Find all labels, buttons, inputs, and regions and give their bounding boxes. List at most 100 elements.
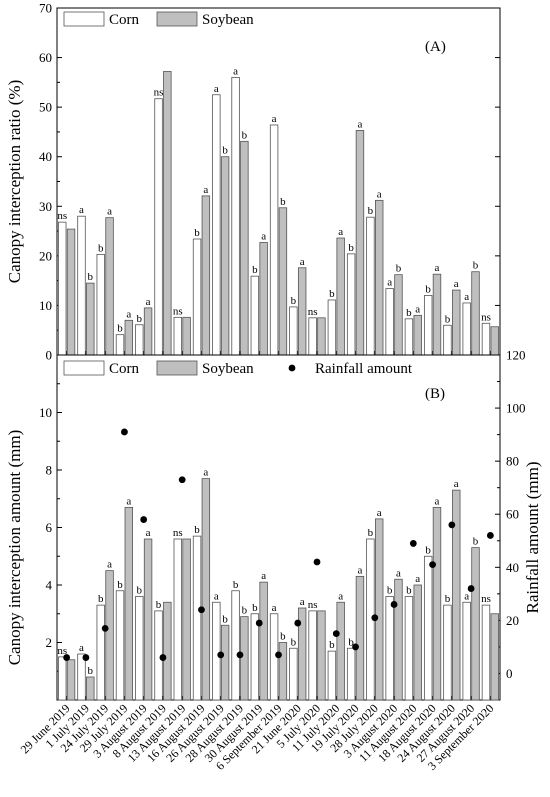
panel-b-y-tick-label: 8 [46,463,53,478]
rainfall-point [352,643,359,651]
panel-b-bar-corn [173,538,182,701]
panel-a-significance-label: b [98,242,104,254]
panel-b-bar-soybean [220,624,230,701]
panel-b-y2-tick-label: 60 [506,507,519,522]
panel-a-significance-label: a [272,113,277,125]
panel-a-bar-soybean [259,242,268,356]
panel-b-significance-label: a [203,467,208,479]
panel-a-bar-corn [481,322,491,356]
rainfall-point [217,651,225,659]
panel-b-bar-corn [192,535,202,701]
panel-a-significance-label: b [242,129,248,141]
panel-b-y2-tick-label: 100 [506,401,526,416]
panel-a-significance-label: b [194,227,200,239]
panel-b-significance-label: a [357,564,362,576]
panel-a-significance-label: b [473,260,479,272]
rainfall-point [159,654,167,661]
rainfall-point [121,428,128,436]
panel-b-significance-label: b [117,579,123,591]
panel-b-significance-label: b [233,579,239,591]
panel-a-bar-corn [289,306,298,356]
legend-marker-rainfall [288,364,296,372]
panel-b-significance-label: b [445,593,451,605]
panel-a-bar-corn [115,334,125,356]
panel-b-significance-label: b [98,593,104,605]
panel-b-bar-corn [462,601,471,701]
legend-label-soybean: Soybean [202,12,254,28]
panel-a-significance-label: a [214,83,219,95]
panel-b-bar-corn [481,604,491,701]
panel-b-bar-soybean [105,570,114,701]
panel-b-bar-soybean [297,607,307,701]
panel-a-significance-label: a [454,278,459,290]
panel-a-significance-label: ns [154,87,164,99]
panel-a-significance-label: b [396,263,402,275]
panel-b-y2-axis-title: Rainfall amount (mm) [523,461,542,613]
legend-label-rainfall: Rainfall amount [315,361,413,377]
panel-a-bar-soybean [375,199,384,356]
panel-b-significance-label: b [348,636,354,648]
panel-b-bar-corn [231,590,240,701]
rainfall-point [448,521,456,529]
panel-a-significance-label: a [464,291,469,303]
panel-b-y2-tick-label: 20 [506,613,519,628]
panel-a-y-axis-title: Canopy interception ratio (%) [5,80,24,283]
legend-swatch-corn [63,11,105,27]
panel-b-legend: Corn Soybean Rainfall amount [63,360,413,377]
panel-a-bar-corn [462,302,471,356]
panel-a-y-tick-label: 0 [46,348,53,363]
panel-a-y-tick-label: 10 [39,298,52,313]
panel-b-significance-label: ns [57,645,67,657]
panel-b-bar-soybean [452,489,461,701]
panel-b-bar-corn [404,596,414,701]
panel-a-significance-label: b [425,284,431,296]
panel-b-significance-label: b [156,599,162,611]
rainfall-point [486,532,494,539]
panel-a-bar-soybean [394,274,403,356]
panel-a-bar-corn [173,316,182,356]
panel-a-bar-corn [192,238,202,356]
panel-a-bar-soybean [182,316,191,356]
rainfall-point [313,558,321,566]
panel-b-significance-label: b [368,527,374,539]
rainfall-point [429,561,436,569]
panel-a-bar-corn [327,299,337,356]
legend-label-soybean: Soybean [202,361,254,377]
panel-b-bar-soybean [471,547,480,701]
panel-a-bar-soybean [143,307,153,356]
panel-a-significance-label: a [126,308,131,320]
panel-a-significance-label: b [291,295,297,307]
panel-a-bar-soybean [163,71,172,356]
panel-a-y-tick-label: 60 [39,50,52,65]
panel-a-bar-corn [443,324,452,356]
panel-b-significance-label: b [252,602,258,614]
panel-a-bar-soybean [278,207,288,356]
panel-a-significance-label: a [377,188,382,200]
panel-a-bar-corn [212,94,221,356]
rainfall-point [82,654,90,661]
rainfall-point [101,624,109,632]
panel-a-bar-soybean [413,314,422,356]
panel-a-bar-corn [423,295,433,356]
panel-a-significance-label: b [137,313,143,325]
panel-b-y2-tick-label: 0 [506,666,513,681]
panel-a-bar-soybean [297,267,307,356]
panel-a-bar-soybean [471,271,480,356]
panel-b-significance-label: a [300,596,305,608]
panel-b-y2-tick-label: 120 [506,348,526,363]
rainfall-point [178,476,186,484]
panel-a-significance-label: ns [173,305,183,317]
panel-b-significance-label: a [272,602,277,614]
panel-a-significance-label: a [415,303,420,315]
panel-b-bar-soybean [375,518,384,701]
panel-b-bar-soybean [124,506,134,701]
panel-b-bar-corn [212,601,221,701]
panel-b-significance-label: a [126,495,131,507]
panel-a-significance-label: a [79,204,84,216]
panel-b-bar-corn [308,610,317,701]
panel-b-significance-label: b [406,585,412,597]
panel-a-y-tick-label: 30 [39,199,52,214]
panel-b-bar-corn [77,653,86,701]
panel-b-bar-soybean [163,601,172,701]
